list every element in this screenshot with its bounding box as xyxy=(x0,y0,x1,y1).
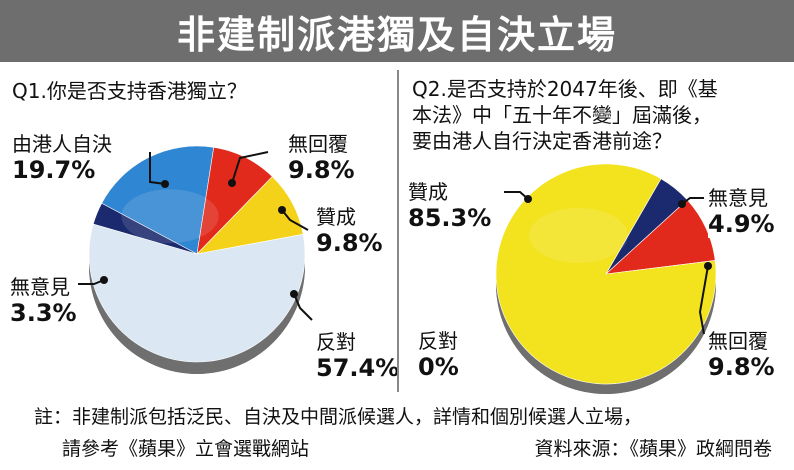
q2-leader-dot-2 xyxy=(704,262,712,270)
title-bar: 非建制派港獨及自決立場 xyxy=(0,0,794,62)
q2-label-agree-name: 贊成 xyxy=(408,180,448,204)
q2-label-oppose-pct: 0% xyxy=(418,353,459,381)
q2-question-line3: 要由港人自行決定香港前途？ xyxy=(412,129,672,153)
q1-leader-dot-2 xyxy=(278,206,286,214)
source-note: 資料來源：《蘋果》政綱問卷 xyxy=(534,438,772,460)
q2-label-oppose: 反對 0% xyxy=(418,329,459,381)
q1-label-self-determination-pct: 19.7% xyxy=(12,156,96,184)
q1-label-self-determination: 由港人自決 19.7% xyxy=(12,132,112,184)
q1-label-agree-pct: 9.8% xyxy=(316,229,383,257)
q2-label-no-reply-pct: 9.8% xyxy=(708,353,775,381)
q2-question: Q2.是否支持於2047年後、即《基 本法》中「五十年不變」屆滿後， 要由港人自… xyxy=(412,76,792,154)
q1-leader-dot-3 xyxy=(100,276,108,284)
q1-label-oppose: 反對 57.4% xyxy=(316,330,400,382)
q1-question: Q1.你是否支持香港獨立？ xyxy=(12,79,247,103)
q2-question-line2: 本法》中「五十年不變」屆滿後， xyxy=(412,103,712,127)
q1-label-oppose-name: 反對 xyxy=(316,330,356,354)
panel-divider xyxy=(397,70,399,392)
q2-label-no-reply: 無回覆 9.8% xyxy=(708,329,775,381)
q2-pie-chart xyxy=(495,163,717,394)
q2-leader-dot-1 xyxy=(678,200,686,208)
q1-label-no-opinion: 無意見 3.3% xyxy=(10,275,77,327)
q2-label-no-reply-name: 無回覆 xyxy=(708,329,768,353)
q2-leader-dot-0 xyxy=(524,195,532,203)
footnote-line2: 請參考《蘋果》立會選戰網站 xyxy=(62,438,310,460)
q2-label-no-opinion-pct: 4.9% xyxy=(708,210,775,238)
q1-leader-line-0 xyxy=(149,152,166,185)
q1-pie-slice-4 xyxy=(92,202,198,255)
q2-panel: Q2.是否支持於2047年後、即《基 本法》中「五十年不變」屆滿後， 要由港人自… xyxy=(400,62,794,395)
q1-label-oppose-pct: 57.4% xyxy=(316,354,400,382)
q1-leader-line-2 xyxy=(281,209,309,231)
q1-leader-line-1 xyxy=(231,151,269,184)
chart-title: 非建制派港獨及自決立場 xyxy=(176,12,617,57)
q1-panel: Q1.你是否支持香港獨立？ 由港人自決 19.7% 無回覆 9.8% 贊成 9.… xyxy=(0,62,400,395)
footer: 註：非建制派包括泛民、自決及中間派候選人，詳情和個別候選人立場， 請參考《蘋果》… xyxy=(0,396,794,470)
q1-label-self-determination-name: 由港人自決 xyxy=(12,132,112,156)
q2-pie-slice-3 xyxy=(495,163,717,385)
q1-pie-slice-0 xyxy=(101,145,215,255)
q1-leader-dot-4 xyxy=(290,290,298,298)
q1-label-no-reply-name: 無回覆 xyxy=(288,132,348,156)
q2-question-line1: Q2.是否支持於2047年後、即《基 xyxy=(412,77,718,101)
q2-label-no-opinion-name: 無意見 xyxy=(708,186,768,210)
q1-pie-chart xyxy=(78,145,313,374)
q2-label-no-opinion: 無意見 4.9% xyxy=(708,186,775,238)
q1-label-no-reply: 無回覆 9.8% xyxy=(288,132,355,184)
q1-leader-line-4 xyxy=(293,293,313,321)
q1-label-agree-name: 贊成 xyxy=(316,205,356,229)
q1-pie-slice-3 xyxy=(88,223,306,363)
q2-pie-highlight xyxy=(529,208,628,263)
q1-label-no-reply-pct: 9.8% xyxy=(288,156,355,184)
q1-leader-dot-0 xyxy=(161,180,169,188)
q1-label-no-opinion-name: 無意見 xyxy=(10,275,70,299)
q1-pie-highlight xyxy=(121,189,219,244)
q2-label-agree: 贊成 85.3% xyxy=(408,180,492,232)
q1-label-agree: 贊成 9.8% xyxy=(316,205,383,257)
q1-label-no-opinion-pct: 3.3% xyxy=(10,299,77,327)
footnote-line1: 註：非建制派包括泛民、自決及中間派候選人，詳情和個別候選人立場， xyxy=(34,406,643,428)
q2-label-agree-pct: 85.3% xyxy=(408,204,492,232)
q1-leader-dot-1 xyxy=(228,179,236,187)
q2-leader-line-2 xyxy=(698,265,709,335)
q2-label-oppose-name: 反對 xyxy=(418,329,458,353)
